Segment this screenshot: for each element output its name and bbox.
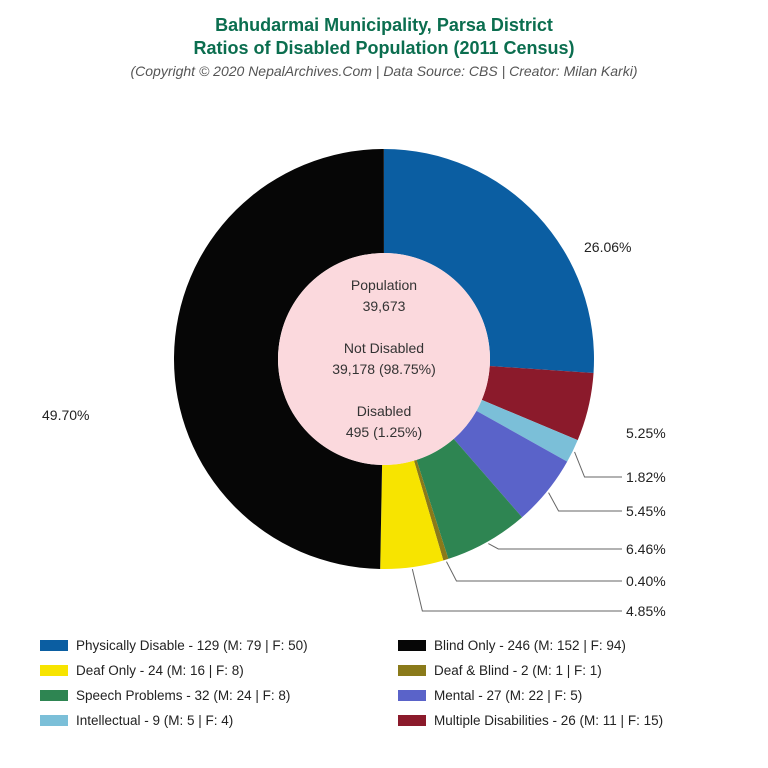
legend-swatch <box>40 690 68 701</box>
pct-label-blind: 49.70% <box>42 407 89 423</box>
pct-label-mental: 5.45% <box>626 503 666 519</box>
pct-label-intellectual: 1.82% <box>626 469 666 485</box>
legend-swatch <box>40 640 68 651</box>
legend-swatch <box>40 665 68 676</box>
legend-item: Deaf & Blind - 2 (M: 1 | F: 1) <box>398 663 740 678</box>
chart-title-2: Ratios of Disabled Population (2011 Cens… <box>0 37 768 60</box>
legend: Physically Disable - 129 (M: 79 | F: 50)… <box>40 638 740 728</box>
leader-deafblind <box>446 561 622 580</box>
leader-speech <box>488 543 622 548</box>
pct-label-multiple: 5.25% <box>626 425 666 441</box>
legend-swatch <box>398 640 426 651</box>
legend-item: Blind Only - 246 (M: 152 | F: 94) <box>398 638 740 653</box>
leader-deaf <box>412 569 622 611</box>
legend-label: Mental - 27 (M: 22 | F: 5) <box>434 688 582 703</box>
legend-item: Intellectual - 9 (M: 5 | F: 4) <box>40 713 382 728</box>
pct-label-physically: 26.06% <box>584 239 631 255</box>
leader-intellectual <box>575 452 622 477</box>
legend-swatch <box>398 690 426 701</box>
legend-item: Physically Disable - 129 (M: 79 | F: 50) <box>40 638 382 653</box>
leader-mental <box>549 492 622 510</box>
legend-label: Deaf Only - 24 (M: 16 | F: 8) <box>76 663 244 678</box>
legend-label: Blind Only - 246 (M: 152 | F: 94) <box>434 638 626 653</box>
legend-swatch <box>398 715 426 726</box>
legend-item: Multiple Disabilities - 26 (M: 11 | F: 1… <box>398 713 740 728</box>
legend-item: Mental - 27 (M: 22 | F: 5) <box>398 688 740 703</box>
legend-label: Deaf & Blind - 2 (M: 1 | F: 1) <box>434 663 602 678</box>
legend-label: Multiple Disabilities - 26 (M: 11 | F: 1… <box>434 713 663 728</box>
chart-title-1: Bahudarmai Municipality, Parsa District <box>0 14 768 37</box>
legend-swatch <box>40 715 68 726</box>
chart-subtitle: (Copyright © 2020 NepalArchives.Com | Da… <box>0 63 768 79</box>
pct-label-deafblind: 0.40% <box>626 573 666 589</box>
pct-label-speech: 6.46% <box>626 541 666 557</box>
legend-label: Physically Disable - 129 (M: 79 | F: 50) <box>76 638 308 653</box>
legend-label: Speech Problems - 32 (M: 24 | F: 8) <box>76 688 290 703</box>
donut-center-text: Population39,673 Not Disabled39,178 (98.… <box>332 275 436 443</box>
donut-chart: Population39,673 Not Disabled39,178 (98.… <box>0 79 768 599</box>
legend-item: Speech Problems - 32 (M: 24 | F: 8) <box>40 688 382 703</box>
pct-label-deaf: 4.85% <box>626 603 666 619</box>
legend-label: Intellectual - 9 (M: 5 | F: 4) <box>76 713 233 728</box>
legend-swatch <box>398 665 426 676</box>
legend-item: Deaf Only - 24 (M: 16 | F: 8) <box>40 663 382 678</box>
